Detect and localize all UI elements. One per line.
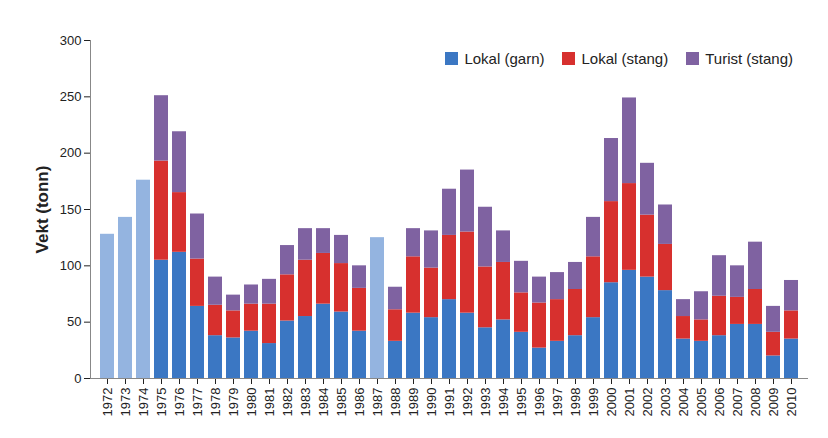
- svg-text:1999: 1999: [586, 388, 601, 417]
- svg-text:2007: 2007: [730, 388, 745, 417]
- html-text:Turist (stang): Turist (stang): [705, 50, 793, 67]
- svg-text:1992: 1992: [460, 388, 475, 417]
- svg-text:2005: 2005: [694, 388, 709, 417]
- svg-text:2006: 2006: [712, 388, 727, 417]
- svg-text:1983: 1983: [298, 388, 313, 417]
- svg-text:1981: 1981: [262, 388, 277, 417]
- svg-text:1974: 1974: [136, 388, 151, 417]
- svg-text:1984: 1984: [316, 388, 331, 417]
- svg-text:1986: 1986: [352, 388, 367, 417]
- svg-text:1994: 1994: [496, 388, 511, 417]
- svg-text:1973: 1973: [118, 388, 133, 417]
- svg-text:1991: 1991: [442, 388, 457, 417]
- svg-text:2009: 2009: [766, 388, 781, 417]
- svg-text:300: 300: [60, 33, 82, 48]
- svg-text:1987: 1987: [370, 388, 385, 417]
- svg-text:Vekt (tonn): Vekt (tonn): [33, 166, 52, 254]
- svg-text:1985: 1985: [334, 388, 349, 417]
- svg-text:250: 250: [60, 89, 82, 104]
- svg-text:2010: 2010: [784, 388, 799, 417]
- html-text:Lokal (garn): Lokal (garn): [464, 50, 545, 67]
- svg-text:2008: 2008: [748, 388, 763, 417]
- svg-text:2000: 2000: [604, 388, 619, 417]
- svg-text:1975: 1975: [154, 388, 169, 417]
- html-text:Lokal (stang): Lokal (stang): [581, 50, 669, 67]
- svg-text:1997: 1997: [550, 388, 565, 417]
- svg-text:2003: 2003: [658, 388, 673, 417]
- svg-text:1977: 1977: [190, 388, 205, 417]
- svg-text:0: 0: [74, 371, 81, 386]
- svg-text:150: 150: [60, 202, 82, 217]
- svg-text:1989: 1989: [406, 388, 421, 417]
- svg-text:1979: 1979: [226, 388, 241, 417]
- svg-text:2004: 2004: [676, 388, 691, 417]
- svg-text:2002: 2002: [640, 388, 655, 417]
- svg-text:1980: 1980: [244, 388, 259, 417]
- svg-text:1993: 1993: [478, 388, 493, 417]
- svg-text:1995: 1995: [514, 388, 529, 417]
- svg-text:50: 50: [67, 314, 81, 329]
- svg-text:1972: 1972: [100, 388, 115, 417]
- svg-text:2001: 2001: [622, 388, 637, 417]
- svg-text:1976: 1976: [172, 388, 187, 417]
- svg-text:1978: 1978: [208, 388, 223, 417]
- svg-text:100: 100: [60, 258, 82, 273]
- svg-text:1996: 1996: [532, 388, 547, 417]
- svg-text:1998: 1998: [568, 388, 583, 417]
- svg-text:1988: 1988: [388, 388, 403, 417]
- svg-text:1990: 1990: [424, 388, 439, 417]
- svg-text:1982: 1982: [280, 388, 295, 417]
- svg-text:200: 200: [60, 145, 82, 160]
